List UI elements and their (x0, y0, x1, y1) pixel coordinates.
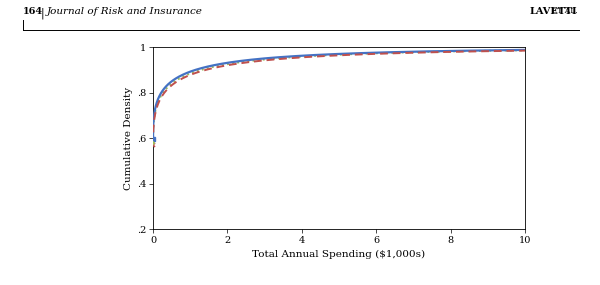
Text: 164: 164 (23, 7, 43, 16)
X-axis label: Total Annual Spending ($1,000s): Total Annual Spending ($1,000s) (253, 250, 425, 259)
Text: |: | (41, 7, 44, 19)
Text: ET AL.: ET AL. (527, 7, 577, 15)
Text: Journal of Risk and Insurance: Journal of Risk and Insurance (47, 7, 203, 16)
Text: LAVETTI: LAVETTI (530, 7, 577, 16)
Y-axis label: Cumulative Density: Cumulative Density (124, 87, 133, 190)
